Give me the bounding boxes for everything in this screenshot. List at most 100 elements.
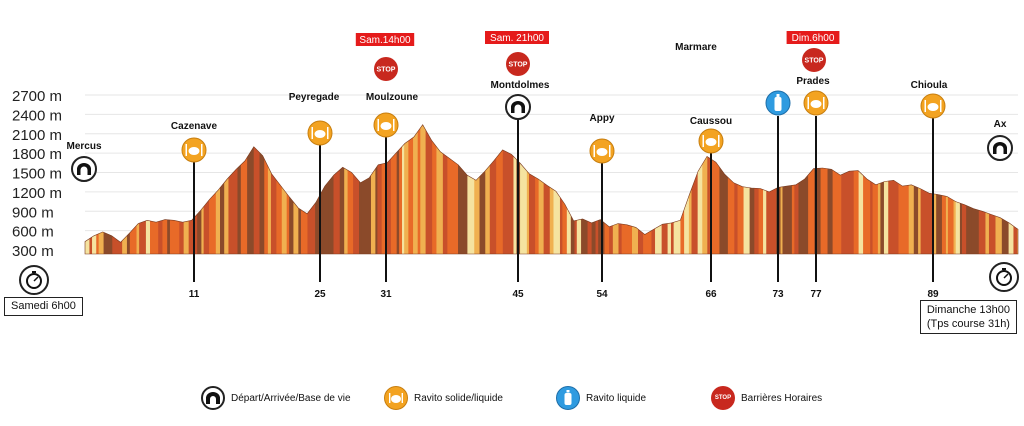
profile-stripe [385, 124, 392, 254]
icon-glyph [596, 148, 608, 156]
legend-item-base: Départ/Arrivée/Base de vie [201, 386, 351, 410]
stop-circle [506, 52, 530, 76]
icon-circle [987, 135, 1013, 161]
profile-stripe [474, 124, 481, 254]
bottle-icon [765, 90, 791, 116]
stop-icon: STOP [711, 386, 735, 410]
profile-stripe [158, 124, 163, 254]
profile-stripe [743, 124, 751, 254]
profile-stripe [463, 124, 468, 254]
legend-label-base: Départ/Arrivée/Base de vie [231, 392, 351, 404]
profile-stripe [628, 124, 633, 254]
profile-stripe [353, 124, 360, 254]
profile-stripe [763, 124, 767, 254]
profile-stripe [107, 124, 113, 254]
start-time-box: Samedi 6h00 [4, 297, 83, 316]
bottle-icon [556, 386, 580, 410]
profile-stripe [794, 124, 799, 254]
profile-stripe [502, 124, 509, 254]
profile-stripe [739, 124, 745, 254]
profile-stripe [231, 124, 238, 254]
icon-glyph [188, 147, 200, 155]
icon-glyph [393, 119, 395, 131]
profile-stripe [209, 124, 217, 254]
time-barrier-badge [355, 33, 415, 46]
y-tick-label: 2100 m [12, 127, 62, 144]
profile-stripe [333, 124, 341, 254]
profile-stripe [129, 124, 138, 254]
plate-icon [803, 90, 829, 116]
legend-label-ravito-solide: Ravito solide/liquide [414, 392, 503, 404]
profile-stripe [640, 124, 644, 254]
profile-stripe [898, 124, 904, 254]
watch-face [26, 273, 42, 289]
profile-stripe [867, 124, 871, 254]
profile-stripe [489, 124, 497, 254]
profile-stripe [300, 124, 308, 254]
profile-stripe [467, 124, 475, 254]
time-barrier-label: Sam.14h00 [359, 35, 411, 46]
profile-stripe [339, 124, 345, 254]
stop-icon-text: STOP [805, 58, 824, 65]
waypoint-name-label: Caussou [690, 116, 732, 127]
icon-glyph [810, 100, 822, 108]
profile-stripe [247, 124, 255, 254]
profile-stripe [458, 124, 464, 254]
profile-stripe [880, 124, 885, 254]
legend-label-barriere: Barrières Horaires [741, 392, 823, 404]
start-time-label: Samedi 6h00 [11, 300, 76, 312]
profile-stripe [508, 124, 514, 254]
profile-stripe [529, 124, 533, 254]
y-tick-label: 1200 m [12, 185, 62, 202]
y-tick-label: 600 m [12, 224, 54, 241]
waypoint-name-label: Marmare [675, 42, 717, 53]
profile-stripe [169, 124, 175, 254]
profile-stripe [224, 124, 229, 254]
profile-stripe [655, 124, 663, 254]
icon-glyph [609, 145, 611, 157]
profile-stripe [971, 124, 980, 254]
profile-stripe [293, 124, 299, 254]
waypoint-name-label: Prades [796, 76, 830, 87]
icon-glyph [823, 97, 825, 109]
waypoint-km-label: 11 [189, 289, 200, 300]
finish-duration-label: (Tps course 31h) [926, 318, 1010, 330]
tunnel-icon [201, 386, 225, 410]
profile-stripe [875, 124, 879, 254]
waypoint-name-label: Mercus [66, 141, 101, 152]
profile-stripe [618, 124, 623, 254]
profile-stripe [126, 124, 131, 254]
waypoint-km-label: 73 [772, 289, 784, 300]
profile-stripe [684, 124, 690, 254]
profile-stripe [432, 124, 437, 254]
icon-glyph [77, 163, 91, 175]
icon-glyph [774, 97, 782, 111]
profile-stripe [814, 124, 822, 254]
profile-stripe [648, 124, 652, 254]
profile-stripe [791, 124, 795, 254]
waypoint-name-label: Ax [994, 119, 1007, 130]
profile-stripe [122, 124, 128, 254]
profile-stripe [825, 124, 829, 254]
profile-stripe [375, 124, 378, 254]
profile-stripe [447, 124, 454, 254]
profile-stripe [798, 124, 806, 254]
icon-glyph [314, 130, 326, 138]
profile-stripe [1005, 124, 1010, 254]
profile-stripe [853, 124, 857, 254]
stop-circle [374, 57, 398, 81]
stop-icon-text: STOP [377, 67, 396, 74]
profile-stripe [442, 124, 448, 254]
profile-stripe [326, 124, 330, 254]
time-barrier-label: Dim.6h00 [792, 33, 835, 44]
profile-stripe [408, 124, 414, 254]
icon-circle [71, 156, 97, 182]
profile-stripe [902, 124, 910, 254]
profile-stripe [531, 124, 536, 254]
waypoint-km-label: 54 [596, 289, 608, 300]
waypoint-name-label: Peyregade [289, 92, 340, 103]
waypoint-name-label: Appy [590, 113, 615, 124]
legend-item-ravito-liquide: Ravito liquide [556, 386, 646, 410]
profile-stripe [961, 124, 967, 254]
profile-stripe [366, 124, 372, 254]
